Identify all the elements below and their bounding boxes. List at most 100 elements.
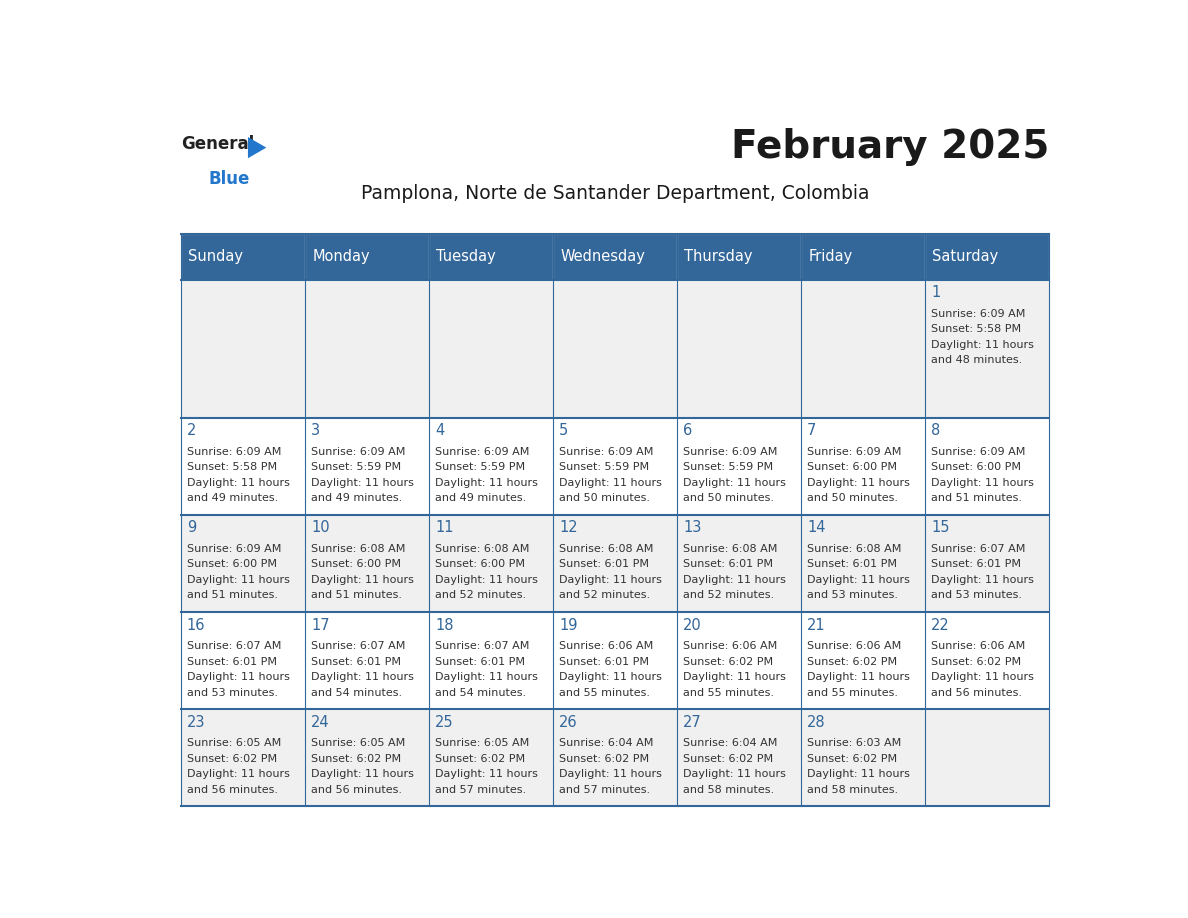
Bar: [181, 280, 305, 418]
Text: Sunrise: 6:09 AM: Sunrise: 6:09 AM: [311, 447, 405, 456]
Text: 5: 5: [560, 423, 568, 438]
Text: and 52 minutes.: and 52 minutes.: [560, 590, 650, 600]
Text: Sunset: 5:58 PM: Sunset: 5:58 PM: [187, 462, 277, 472]
Text: 23: 23: [187, 715, 206, 730]
Bar: [181, 418, 305, 515]
Text: and 51 minutes.: and 51 minutes.: [931, 493, 1022, 503]
Bar: [552, 710, 677, 806]
Text: Daylight: 11 hours: Daylight: 11 hours: [683, 477, 786, 487]
Bar: [925, 234, 1049, 280]
Text: 27: 27: [683, 715, 702, 730]
Text: 16: 16: [187, 618, 206, 633]
Bar: [429, 612, 552, 710]
Bar: [801, 515, 925, 612]
Text: 11: 11: [435, 521, 454, 535]
Text: Sunrise: 6:07 AM: Sunrise: 6:07 AM: [311, 641, 405, 651]
Text: Pamplona, Norte de Santander Department, Colombia: Pamplona, Norte de Santander Department,…: [361, 185, 870, 204]
Text: 25: 25: [435, 715, 454, 730]
Text: and 49 minutes.: and 49 minutes.: [187, 493, 278, 503]
Text: Saturday: Saturday: [933, 250, 999, 264]
Text: and 53 minutes.: and 53 minutes.: [807, 590, 898, 600]
Bar: [181, 515, 305, 612]
Text: Sunrise: 6:08 AM: Sunrise: 6:08 AM: [560, 543, 653, 554]
Text: Daylight: 11 hours: Daylight: 11 hours: [435, 575, 538, 585]
Text: Sunset: 5:59 PM: Sunset: 5:59 PM: [435, 462, 525, 472]
Text: Sunset: 6:02 PM: Sunset: 6:02 PM: [560, 754, 649, 764]
Text: Sunset: 6:00 PM: Sunset: 6:00 PM: [807, 462, 897, 472]
Bar: [552, 280, 677, 418]
Text: and 50 minutes.: and 50 minutes.: [560, 493, 650, 503]
Bar: [925, 280, 1049, 418]
Text: and 56 minutes.: and 56 minutes.: [311, 785, 402, 795]
Bar: [181, 234, 305, 280]
Text: Daylight: 11 hours: Daylight: 11 hours: [931, 672, 1034, 682]
Bar: [429, 418, 552, 515]
Bar: [429, 515, 552, 612]
Bar: [925, 515, 1049, 612]
Bar: [801, 418, 925, 515]
Text: Sunrise: 6:09 AM: Sunrise: 6:09 AM: [931, 308, 1025, 319]
Text: Sunset: 6:02 PM: Sunset: 6:02 PM: [683, 754, 773, 764]
Text: Sunset: 6:00 PM: Sunset: 6:00 PM: [187, 559, 277, 569]
Text: Daylight: 11 hours: Daylight: 11 hours: [683, 769, 786, 779]
Text: Sunset: 5:58 PM: Sunset: 5:58 PM: [931, 324, 1022, 334]
Text: Daylight: 11 hours: Daylight: 11 hours: [311, 769, 413, 779]
Text: Sunrise: 6:09 AM: Sunrise: 6:09 AM: [931, 447, 1025, 456]
Text: and 50 minutes.: and 50 minutes.: [807, 493, 898, 503]
Text: Daylight: 11 hours: Daylight: 11 hours: [311, 575, 413, 585]
Text: Sunset: 6:01 PM: Sunset: 6:01 PM: [683, 559, 773, 569]
Text: Sunrise: 6:04 AM: Sunrise: 6:04 AM: [560, 738, 653, 748]
Text: Sunset: 5:59 PM: Sunset: 5:59 PM: [311, 462, 402, 472]
Text: and 51 minutes.: and 51 minutes.: [187, 590, 278, 600]
Text: Daylight: 11 hours: Daylight: 11 hours: [435, 672, 538, 682]
Bar: [429, 234, 552, 280]
Text: Sunset: 6:02 PM: Sunset: 6:02 PM: [683, 656, 773, 666]
Text: 4: 4: [435, 423, 444, 438]
Bar: [801, 710, 925, 806]
Text: Sunset: 6:00 PM: Sunset: 6:00 PM: [311, 559, 402, 569]
Text: and 55 minutes.: and 55 minutes.: [683, 688, 775, 698]
Text: 8: 8: [931, 423, 941, 438]
Text: 2: 2: [187, 423, 196, 438]
Text: Sunrise: 6:06 AM: Sunrise: 6:06 AM: [931, 641, 1025, 651]
Text: Monday: Monday: [312, 250, 369, 264]
Text: 18: 18: [435, 618, 454, 633]
Text: Blue: Blue: [208, 170, 249, 188]
Text: Sunrise: 6:04 AM: Sunrise: 6:04 AM: [683, 738, 777, 748]
Bar: [305, 612, 429, 710]
Text: and 50 minutes.: and 50 minutes.: [683, 493, 775, 503]
Text: Sunday: Sunday: [188, 250, 244, 264]
Text: Daylight: 11 hours: Daylight: 11 hours: [931, 340, 1034, 350]
Text: 19: 19: [560, 618, 577, 633]
Text: Sunrise: 6:07 AM: Sunrise: 6:07 AM: [435, 641, 530, 651]
Text: Sunset: 6:02 PM: Sunset: 6:02 PM: [311, 754, 402, 764]
Text: Daylight: 11 hours: Daylight: 11 hours: [807, 769, 910, 779]
Text: Wednesday: Wednesday: [561, 250, 645, 264]
Text: 22: 22: [931, 618, 950, 633]
Bar: [677, 418, 801, 515]
Text: Sunrise: 6:03 AM: Sunrise: 6:03 AM: [807, 738, 902, 748]
Text: and 55 minutes.: and 55 minutes.: [560, 688, 650, 698]
Text: Sunrise: 6:05 AM: Sunrise: 6:05 AM: [435, 738, 529, 748]
Text: Sunrise: 6:07 AM: Sunrise: 6:07 AM: [931, 543, 1025, 554]
Text: Daylight: 11 hours: Daylight: 11 hours: [311, 672, 413, 682]
Text: Daylight: 11 hours: Daylight: 11 hours: [683, 575, 786, 585]
Text: Sunrise: 6:08 AM: Sunrise: 6:08 AM: [807, 543, 902, 554]
Text: 13: 13: [683, 521, 701, 535]
Bar: [552, 234, 677, 280]
Text: Sunset: 6:01 PM: Sunset: 6:01 PM: [560, 559, 649, 569]
Bar: [677, 710, 801, 806]
Text: Sunrise: 6:05 AM: Sunrise: 6:05 AM: [311, 738, 405, 748]
Text: Daylight: 11 hours: Daylight: 11 hours: [807, 477, 910, 487]
Text: and 55 minutes.: and 55 minutes.: [807, 688, 898, 698]
Text: 12: 12: [560, 521, 577, 535]
Bar: [305, 710, 429, 806]
Text: Sunrise: 6:09 AM: Sunrise: 6:09 AM: [435, 447, 530, 456]
Text: and 52 minutes.: and 52 minutes.: [435, 590, 526, 600]
Bar: [305, 234, 429, 280]
Text: Sunrise: 6:08 AM: Sunrise: 6:08 AM: [435, 543, 530, 554]
Bar: [925, 710, 1049, 806]
Text: and 54 minutes.: and 54 minutes.: [435, 688, 526, 698]
Polygon shape: [248, 137, 266, 158]
Text: Sunrise: 6:09 AM: Sunrise: 6:09 AM: [683, 447, 777, 456]
